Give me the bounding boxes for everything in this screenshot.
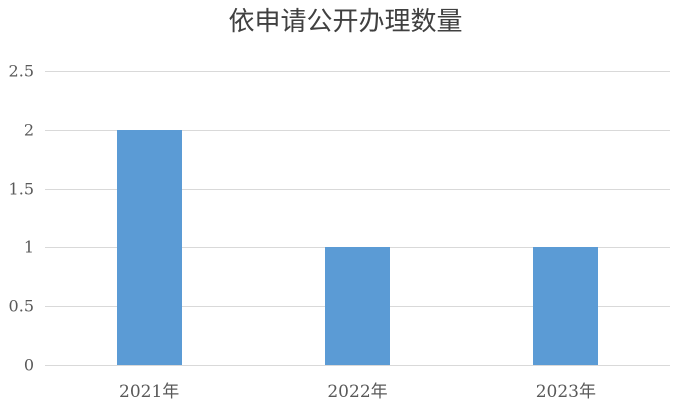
bar-2022年: [325, 247, 390, 365]
y-axis-tick-label: 0: [23, 355, 34, 375]
y-axis-tick-label: 2: [23, 120, 34, 140]
y-axis-tick-label: 0.5: [8, 296, 34, 316]
gridline: [45, 129, 670, 131]
y-axis-tick-label: 1: [23, 237, 34, 257]
bar-2023年: [533, 247, 599, 365]
gridline: [45, 71, 670, 72]
gridline: [45, 188, 670, 190]
x-axis-tick-label: 2023年: [535, 382, 596, 402]
y-axis-tick-label: 1.5: [8, 179, 34, 199]
x-axis-tick-label: 2021年: [119, 382, 180, 402]
x-axis-line: [45, 365, 670, 366]
y-axis-tick-label: 2.5: [8, 61, 34, 81]
x-axis-tick-label: 2022年: [327, 382, 388, 402]
chart-title: 依申请公开办理数量: [228, 7, 463, 37]
bar-2021年: [116, 129, 182, 365]
